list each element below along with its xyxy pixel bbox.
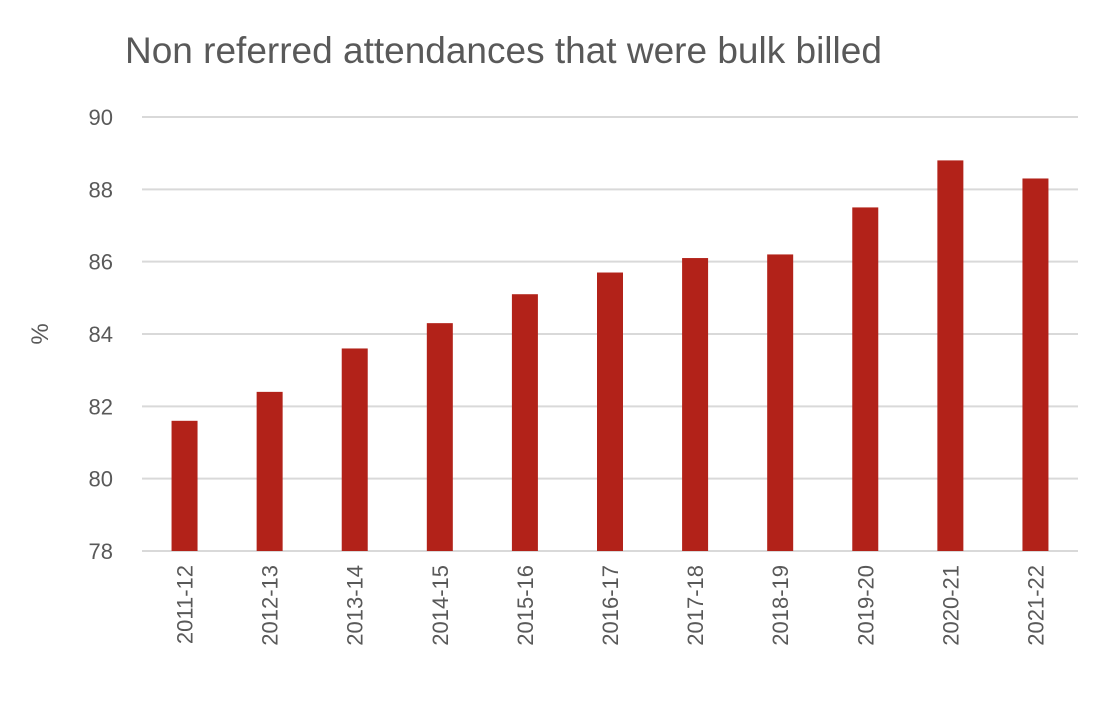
bar-2016-17 — [597, 272, 623, 551]
bar-2015-16 — [511, 294, 538, 551]
y-tick-label: 90 — [89, 105, 113, 130]
bar-2011-12 — [171, 420, 198, 551]
x-tick-label: 2012-13 — [258, 565, 283, 646]
x-tick-label: 2014-15 — [428, 565, 453, 646]
x-tick-label: 2011-12 — [173, 565, 198, 644]
x-tick-label: 2016-17 — [598, 565, 623, 646]
y-axis-label: % — [27, 323, 54, 344]
y-tick-label: 78 — [89, 539, 113, 564]
bar-2019-20 — [852, 207, 879, 551]
x-tick-label: 2018-19 — [768, 565, 793, 646]
x-tick-label: 2015-16 — [513, 565, 538, 646]
bar-2020-21 — [937, 160, 964, 551]
bar-2014-15 — [426, 323, 453, 551]
bar-2018-19 — [767, 254, 794, 551]
y-tick-label: 86 — [89, 250, 113, 275]
x-tick-label: 2013-14 — [343, 565, 368, 646]
bar-2013-14 — [341, 348, 368, 551]
bar-2021-22 — [1022, 178, 1049, 551]
chart-title: Non referred attendances that were bulk … — [125, 30, 882, 71]
y-tick-label: 84 — [89, 322, 113, 347]
bar-2012-13 — [256, 391, 283, 551]
x-tick-label: 2021-22 — [1023, 565, 1048, 646]
y-tick-label: 88 — [89, 177, 113, 202]
bar-2017-18 — [682, 258, 709, 551]
x-tick-label: 2019-20 — [853, 565, 878, 646]
x-tick-label: 2017-18 — [683, 565, 708, 646]
y-tick-label: 82 — [89, 394, 113, 419]
y-tick-label: 80 — [89, 467, 113, 492]
x-tick-label: 2020-21 — [938, 565, 963, 646]
